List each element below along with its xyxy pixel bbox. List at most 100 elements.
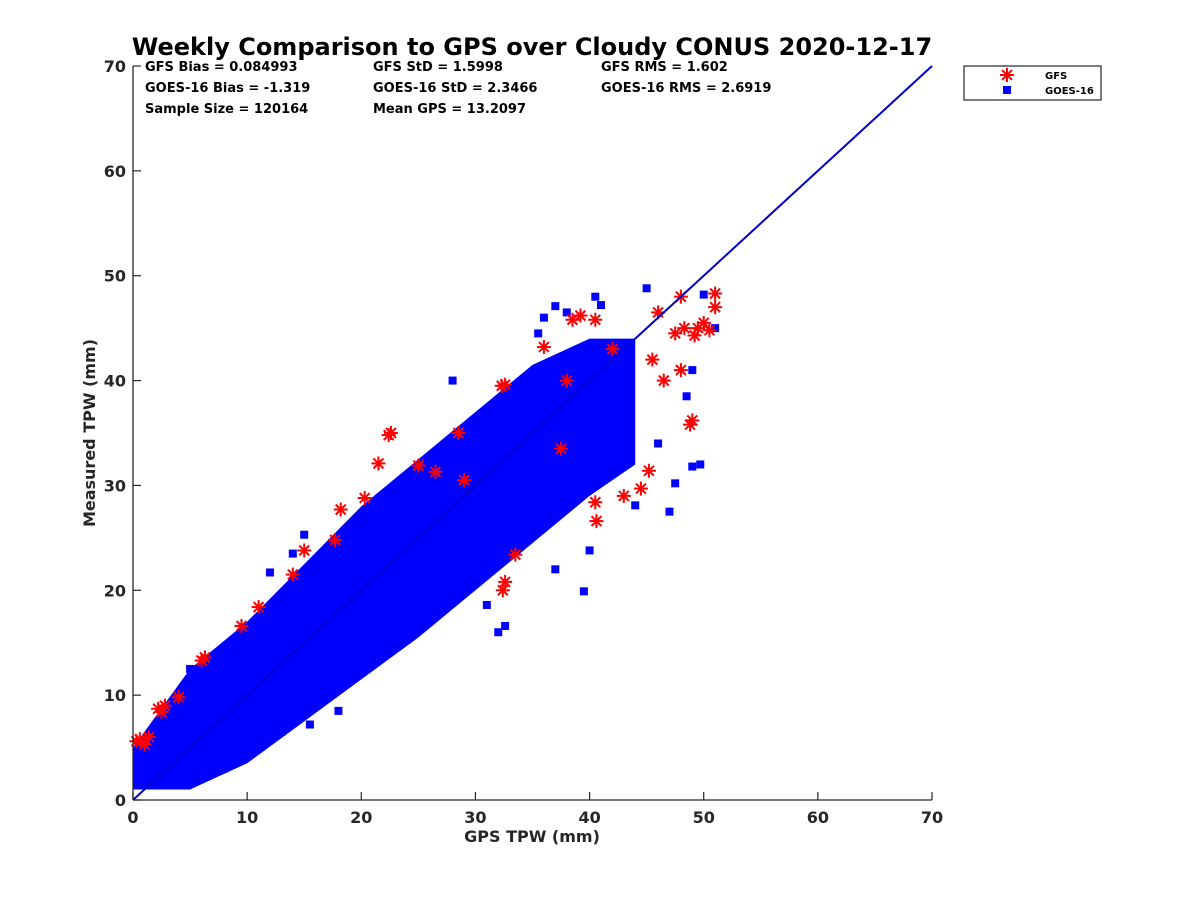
stat-goes-rms: GOES-16 RMS = 2.6919 [601,81,771,96]
gfs-point [508,547,523,562]
goes16-point [534,329,543,338]
goes16-point [243,738,252,747]
legend-gfs-label: GFS [1045,71,1067,82]
gfs-point [285,567,300,582]
gfs-point [645,352,660,367]
gfs-point [141,730,156,745]
gfs-point [251,600,266,615]
one-to-one-line [132,65,933,801]
y-tick-label: 50 [104,267,126,286]
gfs-point [573,308,588,323]
stats-annotation: GFS Bias = 0.084993 GFS StD = 1.5998 GFS… [145,60,771,117]
gfs-point [137,737,152,752]
legend-gfs-marker [1000,68,1014,82]
gfs-point [428,464,443,479]
goes16-point [186,664,195,673]
y-tick-label: 40 [104,372,126,391]
gfs-point [588,312,603,327]
goes16-point [696,460,705,469]
goes16-point [482,600,491,609]
gfs-point [234,618,249,633]
goes16-point [288,549,297,558]
gfs-point [371,456,386,471]
gfs-point [589,514,604,529]
gfs-point [641,463,656,478]
y-tick-label: 30 [104,476,126,495]
x-tick-label: 0 [127,808,138,827]
gfs-point [157,698,172,713]
goes16-point [448,376,457,385]
goes16-point [501,621,510,630]
goes16-point [465,423,474,432]
legend-gfs-asterisk [1000,68,1014,82]
gfs-point [536,340,551,355]
gfs-point [588,495,603,510]
gfs-point [495,583,510,598]
goes16-point [460,581,469,590]
goes16-point [494,628,503,637]
gfs-point [677,321,692,336]
gfs-point [633,481,648,496]
gfs-point [411,458,426,473]
gfs-point [554,441,569,456]
gfs-point [357,491,372,506]
goes16-point [654,439,663,448]
y-tick-label: 10 [104,686,126,705]
x-axis-label: GPS TPW (mm) [464,827,600,846]
goes16-point [665,507,674,516]
gfs-point [673,363,688,378]
gfs-point [171,690,186,705]
y-tick-label: 20 [104,581,126,600]
goes16-point [300,530,309,539]
gfs-point [616,488,631,503]
stat-goes-bias: GOES-16 Bias = -1.319 [145,81,310,96]
x-tick-label: 50 [693,808,715,827]
x-tick-label: 30 [464,808,486,827]
legend-goes-marker [1003,86,1011,94]
gfs-point [656,373,671,388]
goes16-point [671,479,680,488]
x-tick-label: 10 [236,808,258,827]
gfs-point [333,502,348,517]
goes16-point [699,290,708,299]
goes16-point [260,710,269,719]
goes16-point [625,413,634,422]
goes16-point [608,449,617,458]
gfs-point [685,413,700,428]
gfs-point [708,286,723,301]
gfs-point [328,532,343,547]
gfs-point [297,543,312,558]
x-axis-ticks: 0 10 20 30 40 50 60 70 [127,792,943,827]
gfs-point [559,373,574,388]
goes16-point [596,301,605,310]
y-tick-label: 70 [104,57,126,76]
goes16-point [631,501,640,510]
goes16-point [551,302,560,311]
gfs-point [708,300,723,315]
goes16-point [579,587,588,596]
goes16-density-cloud [133,338,636,790]
gfs-point [197,650,212,665]
y-tick-label: 60 [104,162,126,181]
stat-goes-std: GOES-16 StD = 2.3466 [373,81,537,96]
goes16-point [562,308,571,317]
x-tick-label: 40 [578,808,600,827]
chart-title: Weekly Comparison to GPS over Cloudy CON… [132,33,932,61]
plot-area [129,65,933,801]
legend-box [963,65,1102,101]
stat-gfs-std: GFS StD = 1.5998 [373,60,503,75]
stat-sample-size: Sample Size = 120164 [145,102,308,117]
gfs-point [702,323,717,338]
goes16-point [334,706,343,715]
gfs-point [696,315,711,330]
goes16-point [711,324,720,333]
legend-goes-label: GOES-16 [1045,86,1094,97]
gfs-point [457,473,472,488]
goes16-point [591,292,600,301]
stat-gfs-rms: GFS RMS = 1.602 [601,60,728,75]
x-tick-label: 60 [807,808,829,827]
goes16-point [220,764,229,773]
y-axis-ticks: 0 10 20 30 40 50 60 70 [104,57,141,810]
legend: GFS GOES-16 [963,65,1102,101]
